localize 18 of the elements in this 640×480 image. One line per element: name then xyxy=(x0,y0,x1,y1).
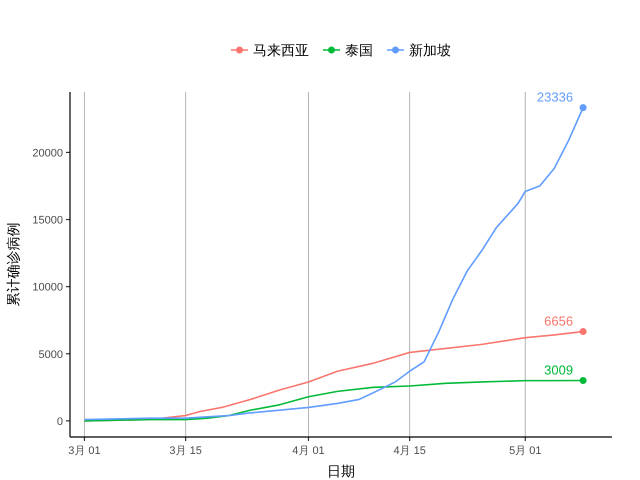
x-axis-title: 日期 xyxy=(327,463,355,479)
data-label: 23336 xyxy=(536,90,574,105)
y-tick-label: 15000 xyxy=(32,214,63,227)
y-tick-label: 5000 xyxy=(38,348,63,361)
x-tick-label: 3月 01 xyxy=(68,445,101,457)
legend-label: 马来西亚 xyxy=(253,42,309,58)
x-tick-label: 4月 15 xyxy=(393,445,426,457)
legend-label: 新加坡 xyxy=(409,42,451,58)
data-label: 3009 xyxy=(544,362,574,378)
x-tick-label: 5月 01 xyxy=(509,445,542,457)
legend-label: 泰国 xyxy=(345,42,373,58)
y-axis-title: 累计确诊病例 xyxy=(5,222,21,306)
x-tick-label: 4月 01 xyxy=(292,445,325,457)
y-tick-label: 0 xyxy=(56,416,63,428)
y-tick-label: 20000 xyxy=(32,147,63,160)
x-tick-label: 3月 15 xyxy=(169,445,202,457)
y-tick-label: 10000 xyxy=(32,282,63,294)
data-label: 6656 xyxy=(544,314,574,329)
